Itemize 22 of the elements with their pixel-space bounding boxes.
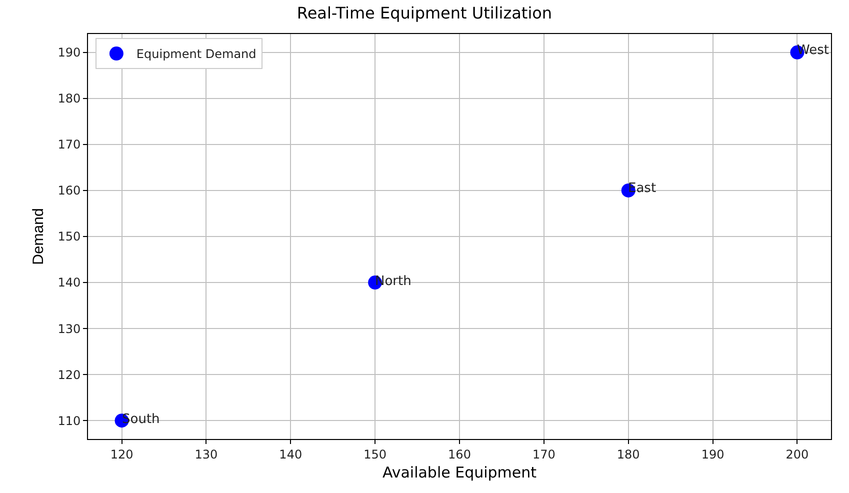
y-tick-label: 190 <box>58 46 81 60</box>
x-axis-title: Available Equipment <box>382 463 537 482</box>
x-tick-label: 140 <box>279 447 302 462</box>
y-tick-label: 180 <box>58 92 81 106</box>
y-tick-label: 110 <box>58 414 81 428</box>
legend-label: Equipment Demand <box>136 47 256 62</box>
x-tick-label: 200 <box>786 447 809 462</box>
y-tick-label: 120 <box>58 368 81 382</box>
y-tick-label: 150 <box>58 230 81 244</box>
y-tick-label: 130 <box>58 322 81 336</box>
y-axis-title: Demand <box>30 208 47 265</box>
chart-title: Real-Time Equipment Utilization <box>296 4 552 23</box>
x-tick-label: 160 <box>448 447 471 462</box>
x-tick-label: 180 <box>616 447 640 462</box>
x-tick-label: 120 <box>110 447 134 462</box>
y-tick-label: 160 <box>58 184 81 198</box>
x-tick-label: 150 <box>364 447 387 462</box>
x-tick-label: 170 <box>532 447 556 462</box>
y-tick-label: 170 <box>58 138 81 152</box>
x-tick-label: 130 <box>194 447 218 462</box>
y-tick-label: 140 <box>58 276 81 290</box>
x-tick-label: 190 <box>701 447 724 462</box>
